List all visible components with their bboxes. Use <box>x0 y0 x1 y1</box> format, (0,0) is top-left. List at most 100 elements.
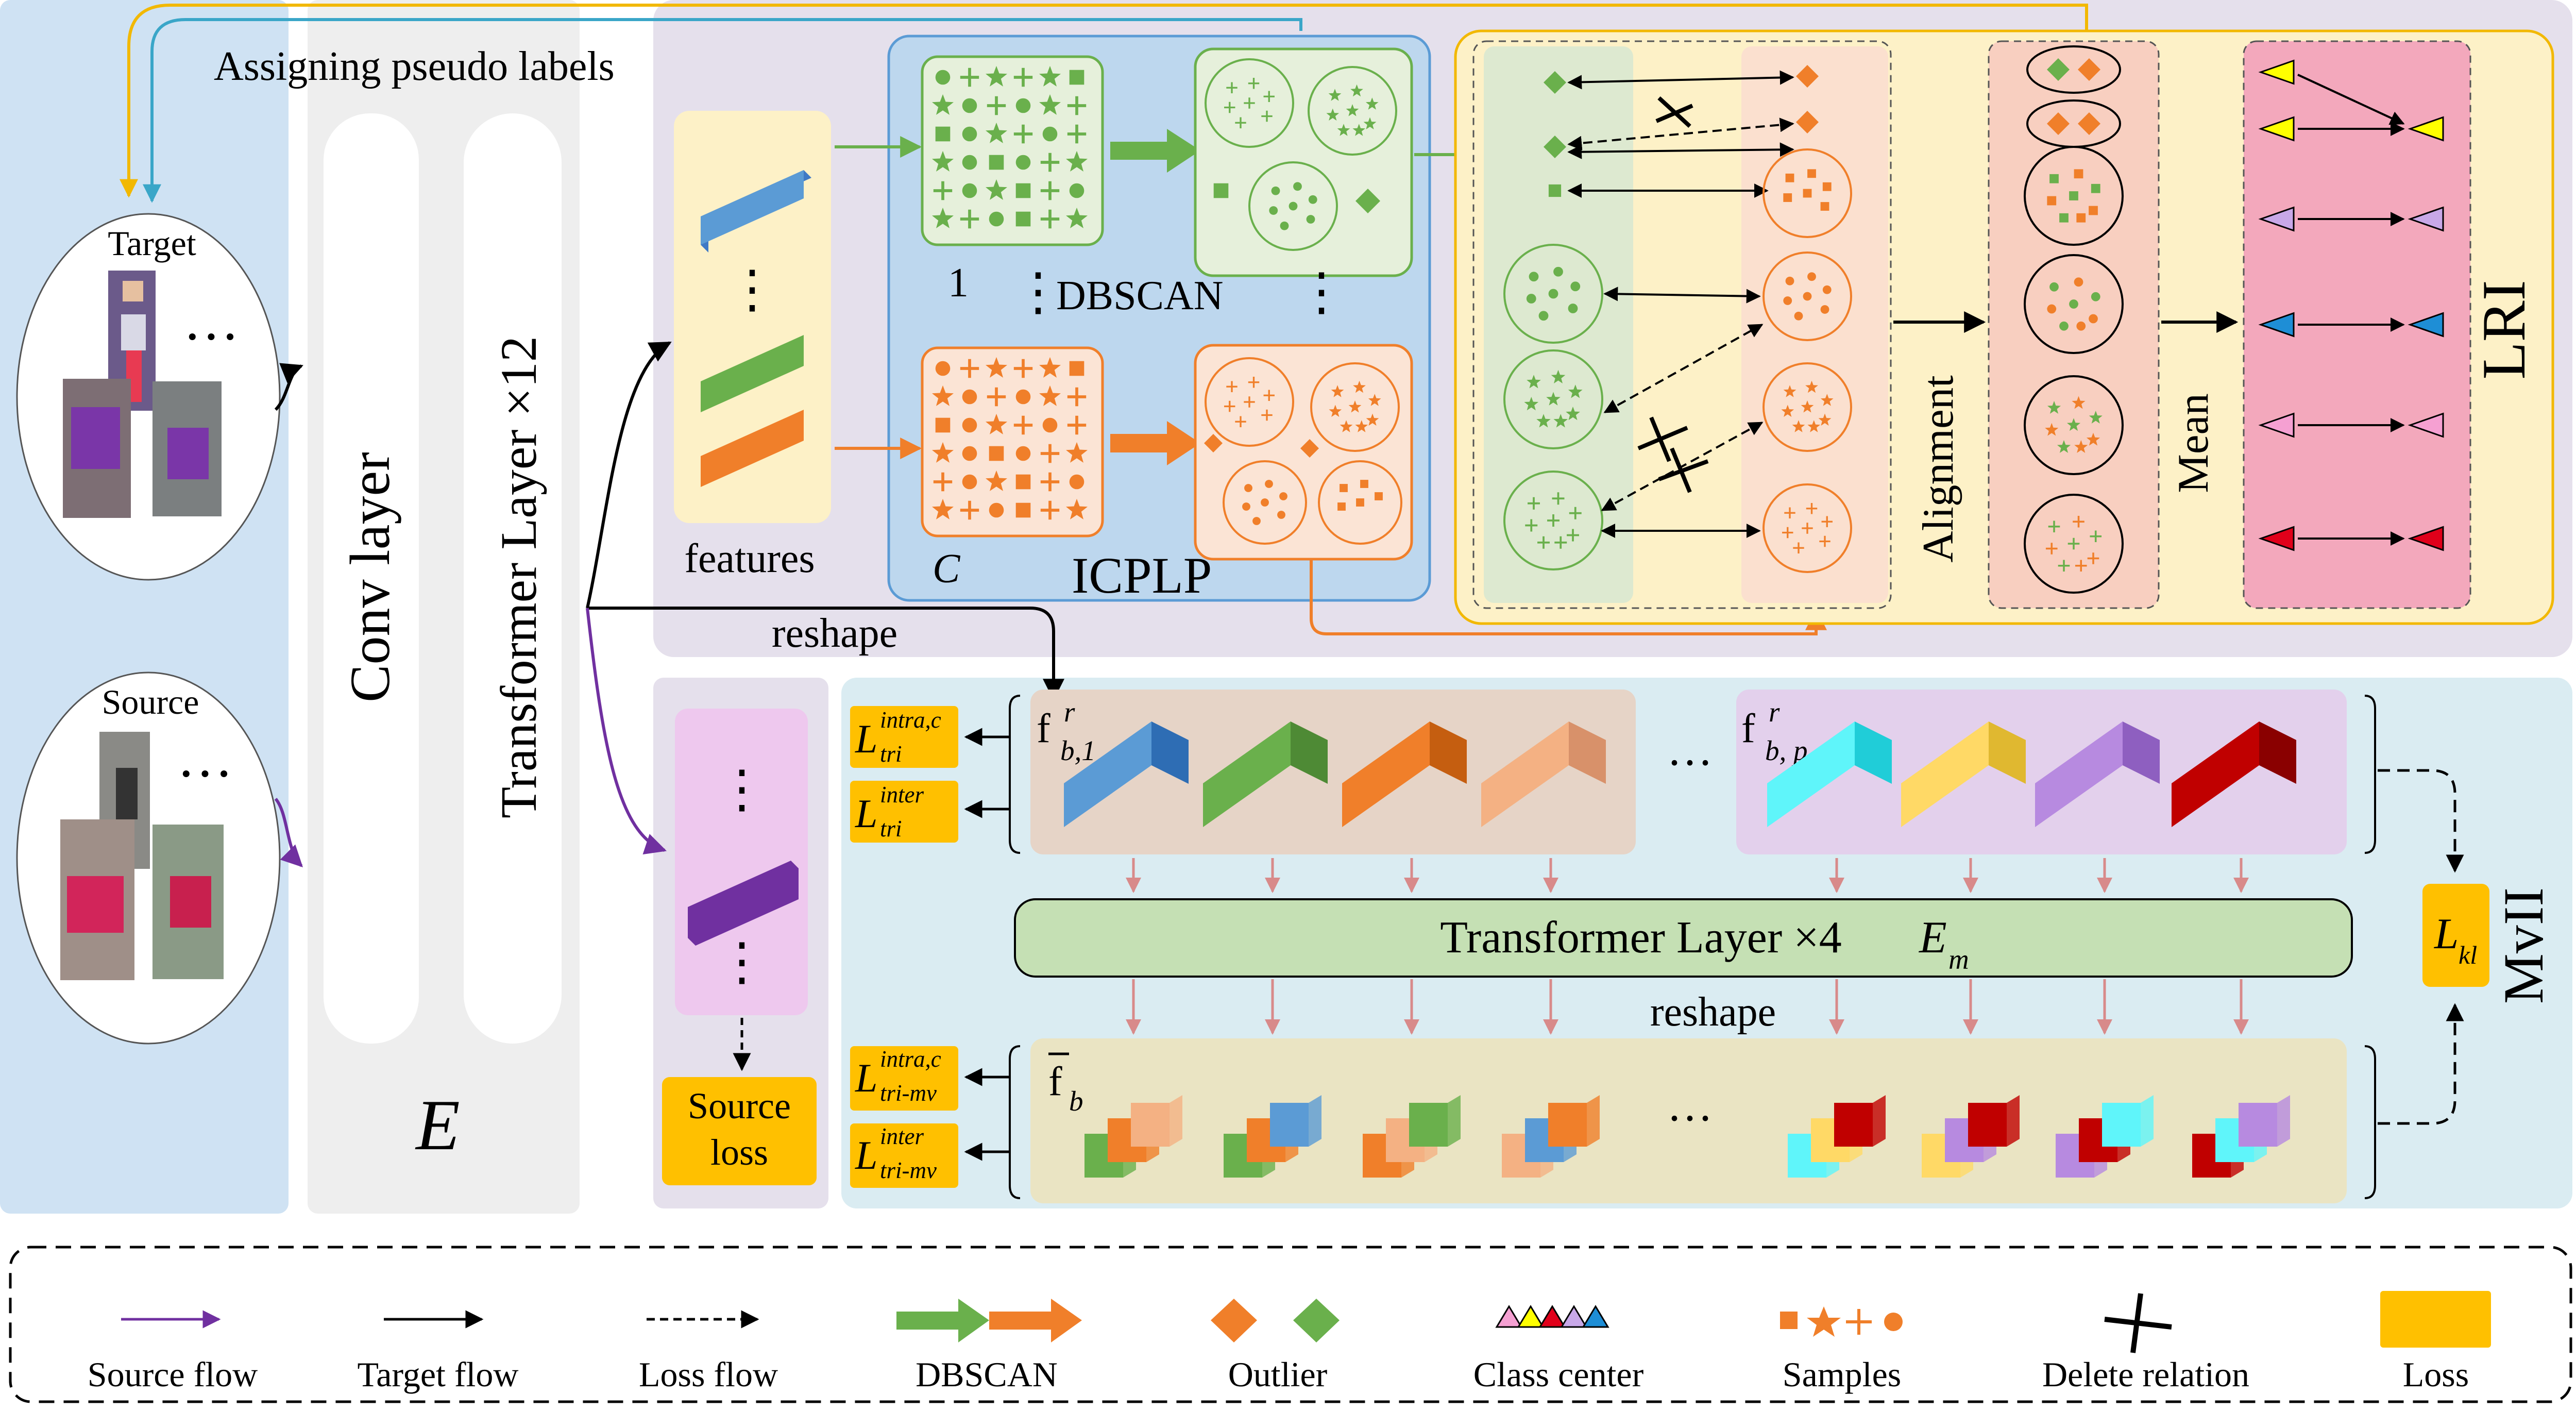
legend-class-center-icon <box>1495 1305 1609 1328</box>
transformer-12-block <box>464 113 562 1044</box>
kl-loss-sub: kl <box>2459 940 2477 969</box>
target-to-encoder-arrow <box>274 363 303 411</box>
feature-token-orange <box>701 410 804 487</box>
top-left-bracket <box>1009 695 1021 854</box>
legend-dbscan-label: DBSCAN <box>916 1355 1058 1394</box>
fbr1-sub: b,1 <box>1060 735 1096 766</box>
legend-source-flow-label: Source flow <box>88 1355 258 1394</box>
assigning-pseudo-labels: Assigning pseudo labels <box>214 44 615 89</box>
source-label: Source <box>102 682 199 721</box>
legend-target-flow-label: Target flow <box>357 1355 518 1394</box>
fbrp-main: f <box>1741 706 1755 751</box>
fbr1-sup: r <box>1064 696 1075 728</box>
features-vdots: ⋮ <box>726 261 778 318</box>
transformer-4-block <box>1014 898 2353 978</box>
loss-tri-mv-inter-main: L <box>855 1133 877 1178</box>
loss-tri-mv-inter-sup: inter <box>880 1123 924 1149</box>
loss-tri-intra-main: L <box>855 716 877 761</box>
target-person-3-shirt <box>167 428 209 479</box>
legend-dbscan-icon-orange <box>989 1299 1082 1342</box>
kl-loss-box <box>2422 884 2489 987</box>
conv-layer-label: Conv layer <box>338 452 401 702</box>
multi-view-tokens <box>1084 1095 2290 1178</box>
source-feature-vdots-bottom: ⋮ <box>716 933 768 990</box>
reshape-label-bottom: reshape <box>1650 989 1776 1035</box>
aligned-clusters-area <box>1988 40 2160 609</box>
encoder-e-label: E <box>415 1085 460 1165</box>
loss-tri-mv-inter-sub: tri-mv <box>880 1157 937 1183</box>
arrows-from-transformer <box>1126 979 2249 1035</box>
aligned-clusters <box>2024 45 2124 594</box>
reshape-to-mvii-arrow <box>587 607 1064 701</box>
feature-token-green <box>701 335 804 412</box>
transformer-4-label: Transformer Layer ×4 <box>1440 913 1842 963</box>
loss-tri-mv-inter-box <box>850 1123 958 1188</box>
fbrp-sup: r <box>1769 696 1780 728</box>
source-feature-vdots-top: ⋮ <box>716 761 768 818</box>
fbar-group <box>1030 1038 2347 1203</box>
source-loss-label-1: Source <box>688 1085 791 1127</box>
source-to-encoder-arrow <box>274 798 303 867</box>
cluster-relations <box>1503 65 1852 573</box>
orange-clusters-to-lri <box>1310 559 1827 635</box>
kl-arrow-top <box>2378 769 2464 873</box>
target-person-head <box>123 281 143 301</box>
green-samples <box>932 65 1088 229</box>
source-loss-box <box>662 1077 817 1185</box>
legend-loss-flow-label: Loss flow <box>639 1355 778 1394</box>
relation-area <box>1472 40 1892 609</box>
green-index-label: 1 <box>948 260 969 306</box>
bottom-right-bracket <box>2364 1045 2376 1199</box>
loss-tri-intra-sub: tri <box>880 741 902 767</box>
icplp-vdots-left: ⋮ <box>1012 263 1064 321</box>
source-person-jacket <box>116 768 138 819</box>
legend-samples-label: Samples <box>1783 1355 1901 1394</box>
kl-arrow-bottom <box>2378 1003 2464 1125</box>
dbscan-arrow-orange <box>1110 421 1200 465</box>
fbr-p-group <box>1736 690 2347 854</box>
alignment-label: Alignment <box>1914 375 1962 563</box>
transformer-12-label: Transformer Layer ×12 <box>490 336 547 818</box>
mvii-label: MvII <box>2492 887 2555 1004</box>
loss-tri-inter-box <box>850 781 958 843</box>
fbar-main: f <box>1048 1059 1062 1104</box>
legend-outlier-label: Outlier <box>1228 1355 1328 1394</box>
legend-outlier-icon-orange <box>1211 1299 1257 1342</box>
em-main: E <box>1918 913 1947 963</box>
loss-tri-mv-intra-sup: intra,c <box>880 1046 941 1072</box>
part-tokens-top <box>1064 721 2296 827</box>
loss-tri-inter-sup: inter <box>880 782 924 808</box>
source-feature-token <box>688 861 799 946</box>
part-tokens-hdots-top: ··· <box>1667 737 1713 788</box>
pseudo-label-loop-gold <box>120 4 2088 198</box>
target-person-shirt <box>121 314 146 350</box>
legend-outlier-icon-green <box>1293 1299 1340 1342</box>
green-relation-column <box>1484 46 1633 603</box>
legend-delete-relation-icon <box>2104 1293 2172 1353</box>
legend-dbscan-icon-green <box>896 1299 989 1342</box>
legend-loss-label: Loss <box>2403 1355 2469 1394</box>
encoder-to-features-arrow <box>586 341 672 609</box>
target-label: Target <box>108 224 196 263</box>
multi-view-hdots: ··· <box>1667 1093 1713 1144</box>
encoder-to-source-feature-arrow <box>586 608 667 854</box>
loss-tri-mv-intra-box <box>850 1046 958 1111</box>
mean-label: Mean <box>2169 393 2217 493</box>
source-person-3-coat <box>170 876 211 928</box>
source-person-2-coat <box>67 876 124 933</box>
fbar-sub: b <box>1069 1085 1083 1117</box>
kl-loss-main: L <box>2434 910 2459 958</box>
dbscan-arrow-green <box>1110 129 1200 173</box>
icplp-vdots-right: ⋮ <box>1296 263 1347 321</box>
orange-clusters-box <box>1194 344 1413 561</box>
class-centers <box>2258 59 2444 551</box>
legend-class-center-label: Class center <box>1473 1355 1644 1394</box>
legend-delete-relation-label: Delete relation <box>2042 1355 2249 1394</box>
target-more-dots: ··· <box>183 305 240 368</box>
conv-layer-block <box>324 113 419 1044</box>
lri-label: LRI <box>2469 280 2538 379</box>
source-loss-label-2: loss <box>710 1132 768 1173</box>
loss-tri-mv-intra-main: L <box>855 1055 877 1100</box>
legend-loss-icon <box>2380 1291 2491 1348</box>
loss-tri-mv-intra-sub: tri-mv <box>880 1080 937 1106</box>
